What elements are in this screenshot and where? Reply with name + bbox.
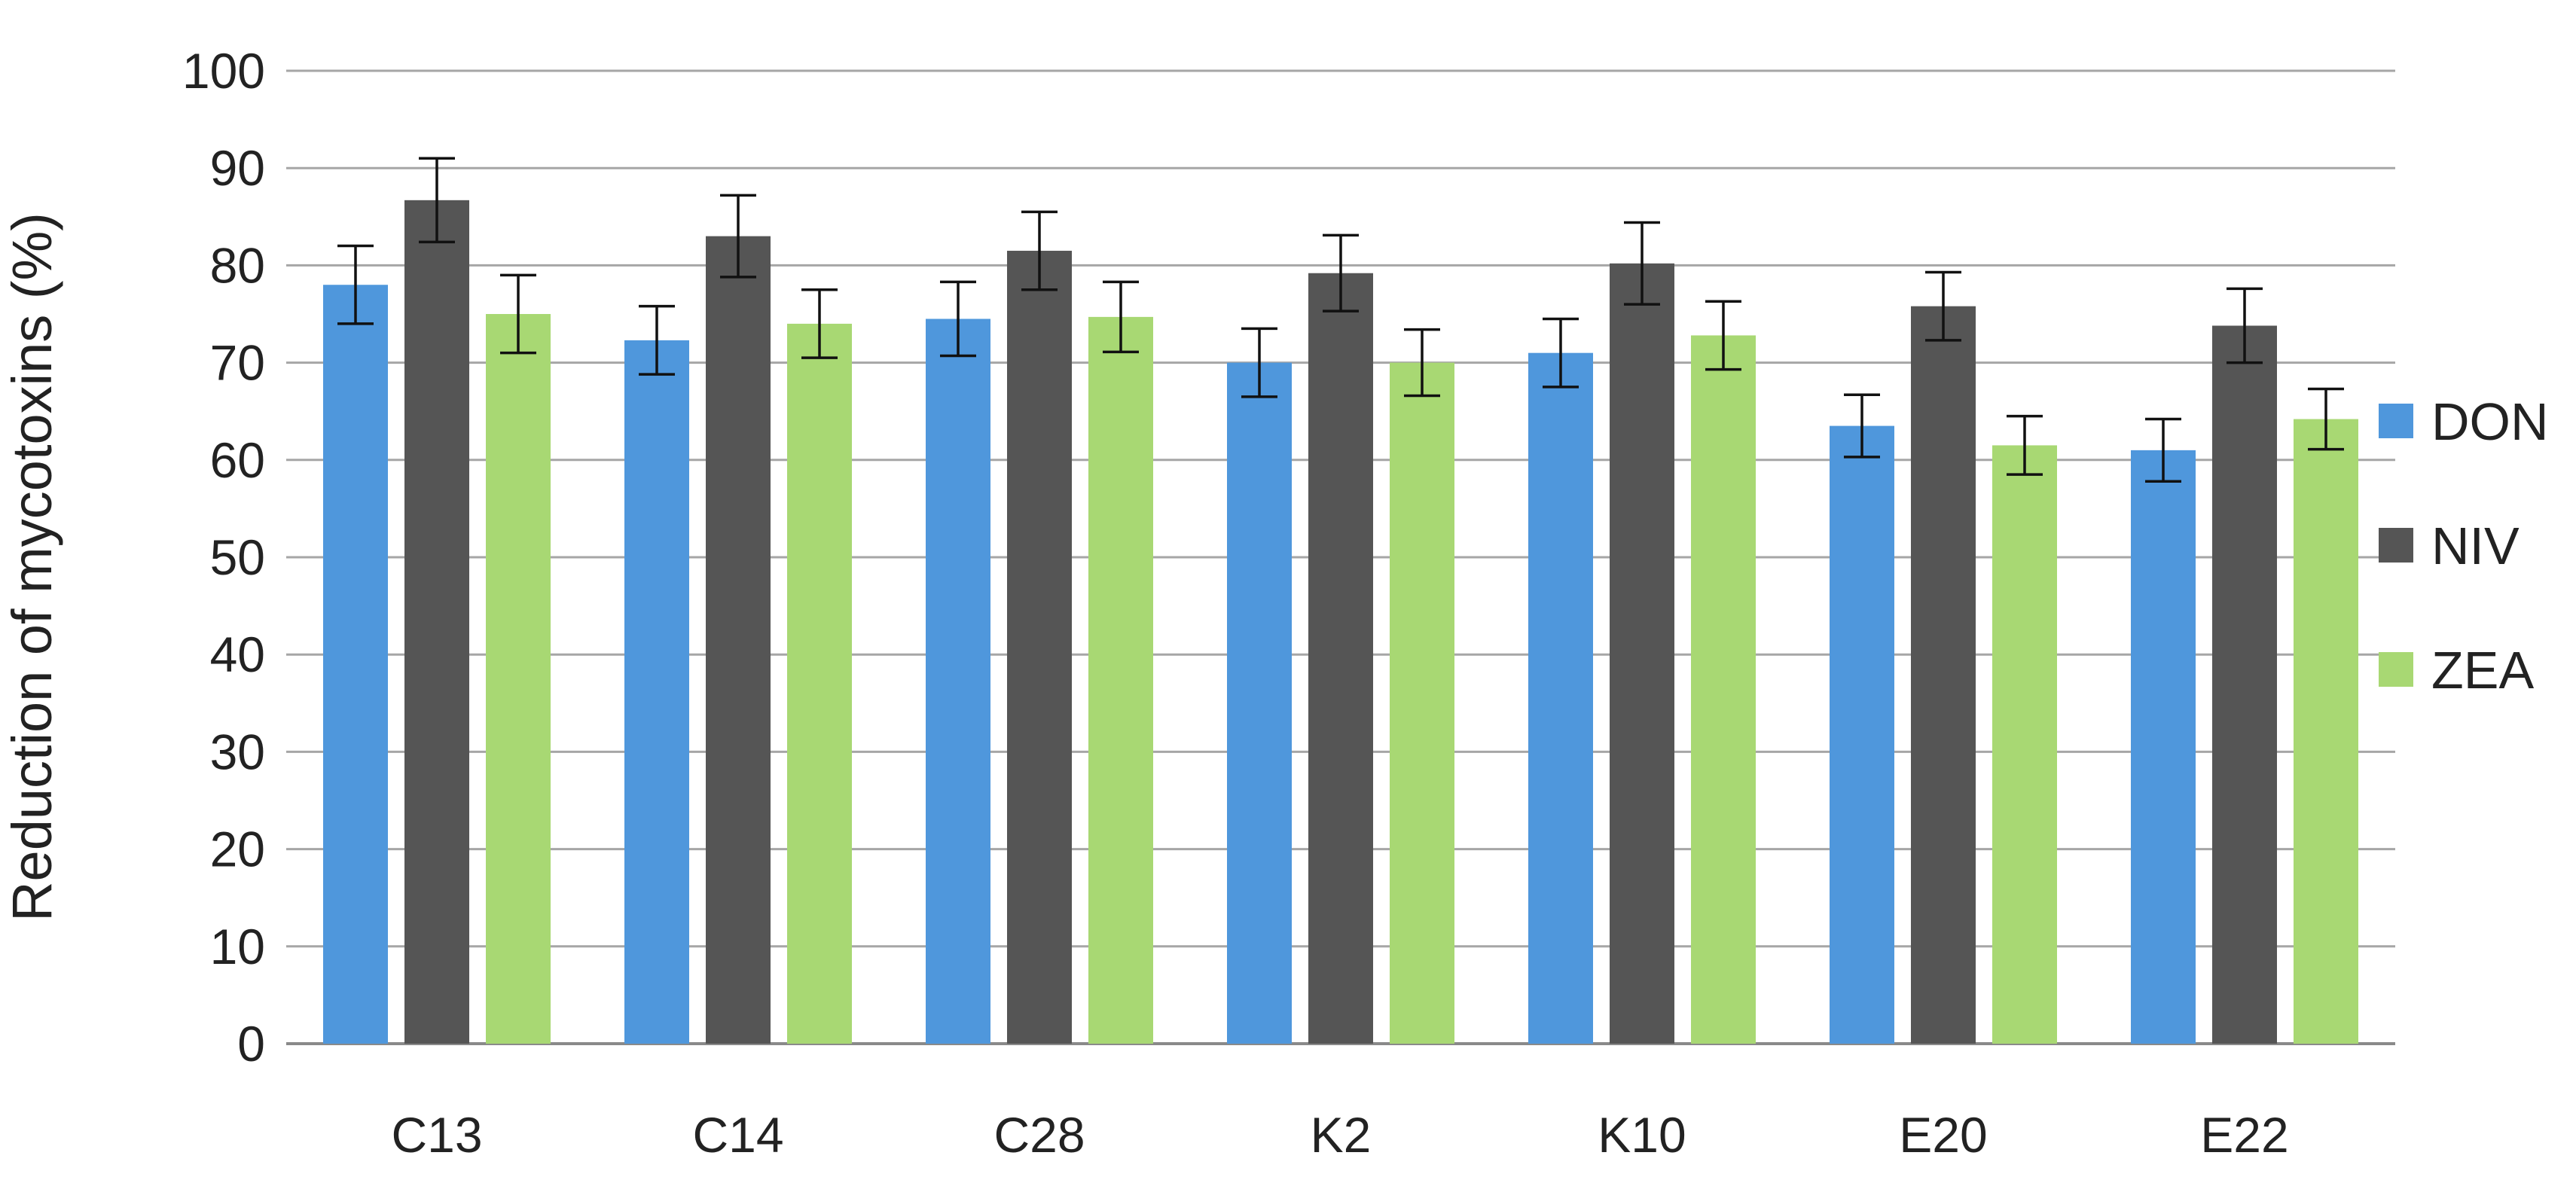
error-bar-zea-c14 (801, 288, 838, 359)
y-tick-label: 20 (210, 822, 265, 877)
error-bar-don-c13 (337, 244, 374, 325)
error-bar-zea-e20 (2007, 414, 2043, 476)
bar-don-e22 (2131, 450, 2196, 1044)
legend-label: ZEA (2431, 641, 2534, 700)
y-tick-label: 100 (182, 43, 265, 99)
error-bar-zea-e22 (2308, 387, 2344, 451)
x-tick-label: E20 (1899, 1107, 1987, 1163)
bar-niv-c28 (1007, 251, 1072, 1044)
bar-niv-e22 (2212, 325, 2277, 1044)
error-bar-don-e22 (2145, 417, 2181, 483)
error-bar-niv-e20 (1925, 270, 1961, 342)
error-bar-don-e20 (1844, 393, 1880, 459)
bar-niv-k2 (1308, 273, 1373, 1044)
x-tick-label: C28 (993, 1107, 1085, 1163)
bar-don-c13 (323, 285, 388, 1044)
error-bars (337, 157, 2344, 483)
error-bar-niv-k2 (1323, 233, 1359, 313)
legend-swatch (2379, 404, 2413, 438)
bar-don-e20 (1830, 425, 1894, 1044)
error-bar-don-c14 (639, 304, 675, 376)
y-tick-label: 70 (210, 335, 265, 391)
bar-zea-c28 (1088, 316, 1153, 1044)
bar-zea-c13 (486, 314, 551, 1044)
x-tick-label: E22 (2200, 1107, 2288, 1163)
y-tick-label: 60 (210, 432, 265, 488)
bar-zea-e22 (2294, 419, 2358, 1044)
bar-don-c28 (926, 319, 990, 1044)
error-bar-niv-c13 (419, 157, 455, 244)
y-tick-label: 0 (237, 1016, 265, 1072)
y-tick-label: 10 (210, 919, 265, 974)
legend-item-don: DON (2379, 392, 2549, 451)
bar-zea-k2 (1390, 362, 1454, 1044)
x-tick-label: C14 (692, 1107, 783, 1163)
error-bar-niv-e22 (2227, 287, 2263, 364)
bar-zea-c14 (787, 323, 852, 1044)
bar-zea-k10 (1691, 335, 1756, 1044)
y-tick-label: 30 (210, 724, 265, 779)
error-bar-don-c28 (940, 280, 976, 358)
x-tick-label: C13 (391, 1107, 482, 1163)
x-tick-label: K2 (1311, 1107, 1372, 1163)
bar-don-k10 (1528, 352, 1593, 1044)
y-axis-title: Reduction of mycotoxins (%) (1, 212, 63, 922)
error-bar-niv-c14 (720, 194, 756, 279)
x-tick-label: K10 (1598, 1107, 1686, 1163)
y-tick-label: 50 (210, 529, 265, 585)
bar-zea-e20 (1992, 445, 2057, 1044)
legend: DON NIV ZEA (2379, 392, 2549, 700)
error-bar-don-k2 (1241, 327, 1277, 398)
y-tick-label: 90 (210, 140, 265, 196)
x-axis-ticks: C13 C14 C28 K2 K10 E20 E22 (391, 1107, 2288, 1163)
error-bar-zea-k2 (1404, 328, 1440, 398)
legend-swatch (2379, 528, 2413, 563)
bar-niv-e20 (1911, 306, 1976, 1044)
error-bar-zea-c28 (1103, 280, 1139, 354)
legend-swatch (2379, 652, 2413, 687)
y-axis-ticks: 0 10 20 30 40 50 60 70 80 90 100 (182, 43, 265, 1072)
error-bar-zea-c13 (500, 273, 536, 355)
legend-item-niv: NIV (2379, 517, 2520, 575)
error-bar-zea-k10 (1705, 300, 1741, 371)
error-bar-niv-c28 (1021, 210, 1058, 291)
bar-niv-c13 (404, 200, 469, 1044)
y-tick-label: 80 (210, 237, 265, 293)
bar-don-k2 (1227, 362, 1292, 1044)
bar-niv-c14 (706, 236, 771, 1044)
legend-label: DON (2431, 392, 2549, 451)
y-tick-label: 40 (210, 627, 265, 682)
legend-item-zea: ZEA (2379, 641, 2534, 700)
bar-don-c14 (624, 340, 689, 1044)
bar-niv-k10 (1610, 263, 1674, 1044)
legend-label: NIV (2431, 517, 2520, 575)
bars (323, 200, 2358, 1044)
error-bar-niv-k10 (1624, 221, 1660, 306)
error-bar-don-k10 (1543, 317, 1579, 389)
